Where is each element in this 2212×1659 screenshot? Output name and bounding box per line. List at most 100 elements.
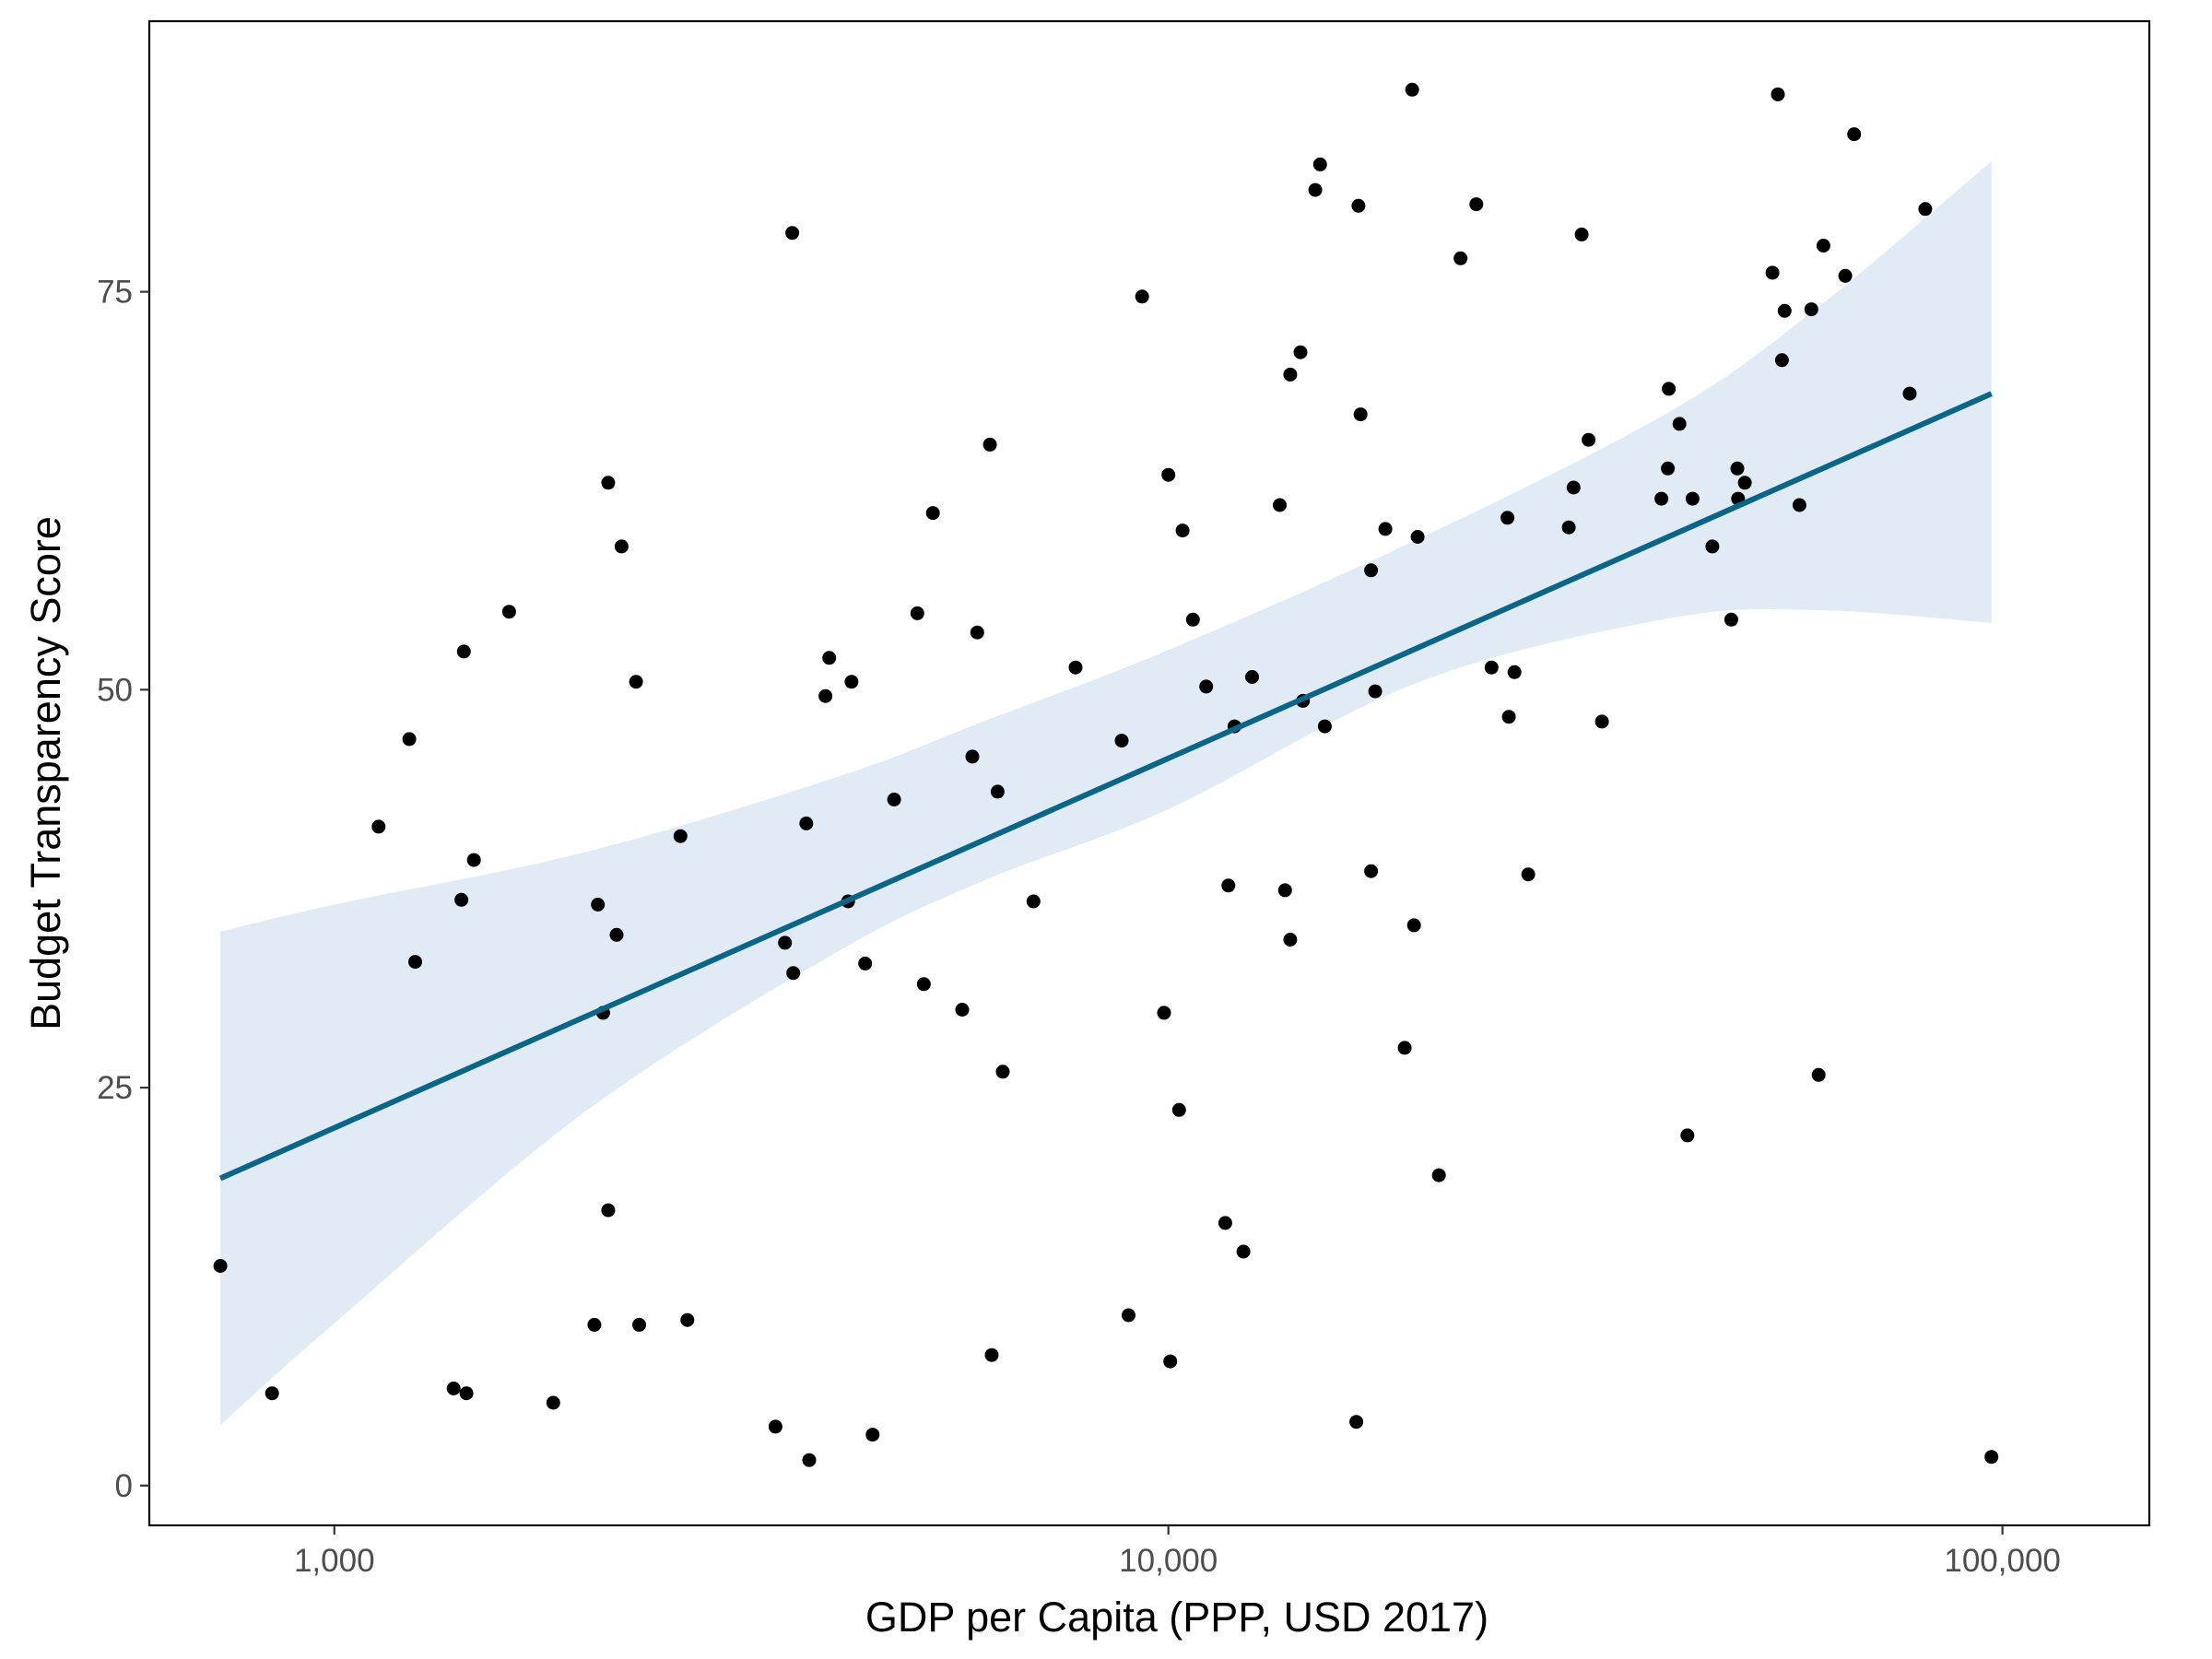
data-point-87 bbox=[1500, 511, 1515, 525]
data-point-112 bbox=[1804, 302, 1818, 317]
data-point-55 bbox=[1175, 524, 1190, 538]
data-point-110 bbox=[1777, 303, 1792, 318]
data-point-20 bbox=[632, 1317, 646, 1332]
data-point-99 bbox=[1672, 417, 1687, 431]
data-point-7 bbox=[456, 644, 471, 659]
data-point-22 bbox=[680, 1312, 695, 1327]
data-point-76 bbox=[1364, 864, 1379, 878]
data-point-72 bbox=[1349, 1415, 1364, 1430]
data-point-10 bbox=[501, 605, 516, 619]
data-point-98 bbox=[1662, 382, 1677, 396]
data-point-30 bbox=[822, 651, 837, 665]
data-point-66 bbox=[1283, 367, 1298, 382]
data-point-21 bbox=[673, 829, 688, 843]
data-point-88 bbox=[1501, 710, 1516, 724]
data-point-86 bbox=[1484, 660, 1499, 675]
data-point-73 bbox=[1351, 198, 1366, 213]
data-point-90 bbox=[1521, 867, 1535, 882]
x-tick-label-1: 10,000 bbox=[1119, 1543, 1218, 1579]
data-point-108 bbox=[1771, 87, 1785, 101]
data-point-70 bbox=[1312, 157, 1327, 171]
data-point-40 bbox=[965, 749, 980, 764]
data-point-106 bbox=[1737, 476, 1752, 490]
data-point-53 bbox=[1163, 1354, 1178, 1369]
data-point-27 bbox=[799, 816, 814, 830]
data-point-77 bbox=[1368, 684, 1382, 699]
data-point-61 bbox=[1236, 1244, 1251, 1259]
data-point-19 bbox=[629, 675, 643, 689]
data-point-74 bbox=[1353, 407, 1368, 422]
data-point-26 bbox=[786, 966, 801, 981]
data-point-56 bbox=[1185, 612, 1200, 627]
y-tick-label-2: 50 bbox=[97, 672, 133, 708]
data-point-115 bbox=[1838, 268, 1853, 283]
data-point-119 bbox=[1984, 1450, 1999, 1465]
data-point-0 bbox=[213, 1259, 228, 1273]
axes-layer: 1,000 10,000 100,000 0 25 50 75 bbox=[97, 275, 2061, 1579]
data-point-38 bbox=[925, 506, 940, 521]
data-point-117 bbox=[1902, 386, 1917, 401]
data-point-51 bbox=[1157, 1006, 1171, 1020]
data-point-62 bbox=[1245, 670, 1259, 684]
data-point-93 bbox=[1574, 227, 1589, 241]
data-point-12 bbox=[587, 1317, 602, 1332]
data-point-3 bbox=[402, 732, 417, 747]
panel-border bbox=[147, 19, 2151, 1527]
confidence-band-layer bbox=[220, 161, 1992, 1426]
data-point-25 bbox=[785, 226, 800, 241]
data-point-2 bbox=[371, 819, 386, 834]
data-point-16 bbox=[601, 476, 616, 490]
data-point-114 bbox=[1816, 239, 1830, 253]
data-point-101 bbox=[1685, 491, 1700, 506]
data-point-44 bbox=[990, 784, 1005, 799]
data-point-79 bbox=[1397, 1041, 1412, 1055]
data-point-45 bbox=[995, 1065, 1010, 1079]
data-point-95 bbox=[1594, 714, 1609, 729]
data-point-34 bbox=[865, 1428, 880, 1442]
data-point-92 bbox=[1566, 480, 1581, 495]
data-point-71 bbox=[1317, 719, 1332, 734]
data-point-49 bbox=[1122, 1308, 1135, 1323]
data-point-4 bbox=[408, 955, 422, 970]
data-point-43 bbox=[984, 1347, 999, 1362]
regression-line bbox=[218, 391, 1993, 1182]
data-point-65 bbox=[1283, 933, 1298, 947]
data-point-23 bbox=[768, 1419, 782, 1434]
data-point-96 bbox=[1654, 491, 1669, 506]
data-point-39 bbox=[955, 1003, 970, 1017]
data-point-50 bbox=[1135, 289, 1149, 304]
data-point-80 bbox=[1405, 82, 1419, 97]
data-point-13 bbox=[591, 898, 606, 912]
y-tick-label-0: 0 bbox=[115, 1468, 133, 1504]
data-point-116 bbox=[1847, 127, 1862, 142]
y-tick-label-3: 75 bbox=[97, 275, 133, 311]
data-point-109 bbox=[1774, 353, 1789, 368]
data-point-103 bbox=[1724, 612, 1738, 627]
data-point-1 bbox=[265, 1386, 279, 1401]
data-point-89 bbox=[1507, 665, 1522, 679]
data-point-11 bbox=[546, 1395, 560, 1410]
x-tick-label-2: 100,000 bbox=[1944, 1543, 2061, 1579]
data-point-85 bbox=[1469, 197, 1484, 212]
data-point-48 bbox=[1114, 734, 1129, 748]
data-point-37 bbox=[916, 977, 931, 992]
data-point-58 bbox=[1218, 1216, 1232, 1230]
data-point-35 bbox=[887, 793, 901, 806]
y-tick-label-1: 25 bbox=[97, 1070, 133, 1106]
data-point-57 bbox=[1199, 679, 1214, 694]
data-point-105 bbox=[1730, 461, 1745, 476]
data-point-84 bbox=[1453, 251, 1468, 265]
data-point-94 bbox=[1582, 432, 1596, 447]
data-point-81 bbox=[1406, 918, 1421, 933]
data-point-42 bbox=[982, 437, 997, 452]
data-point-36 bbox=[910, 606, 924, 620]
x-axis-title: GDP per Capita (PPP, USD 2017) bbox=[865, 1594, 1488, 1641]
data-point-91 bbox=[1561, 520, 1576, 535]
data-point-28 bbox=[802, 1453, 817, 1467]
data-point-82 bbox=[1410, 530, 1425, 544]
data-point-64 bbox=[1277, 883, 1292, 898]
data-point-15 bbox=[601, 1203, 616, 1218]
data-point-41 bbox=[970, 625, 984, 640]
data-point-59 bbox=[1221, 878, 1236, 893]
